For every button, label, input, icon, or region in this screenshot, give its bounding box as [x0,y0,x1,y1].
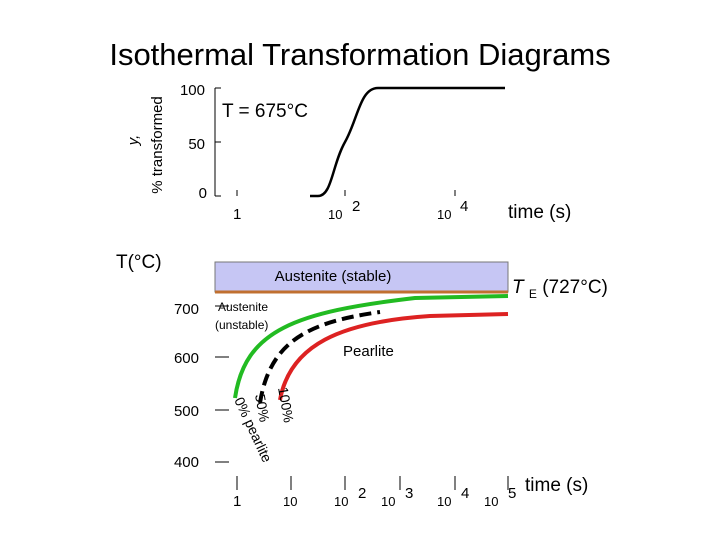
top-y-label-var: y, [125,135,142,147]
bottom-y-label: T(°C) [116,252,162,273]
bottom-xtick-label: 1 [233,493,241,510]
bottom-ytick-label: 600 [174,350,199,367]
page-title: Isothermal Transformation Diagrams [109,37,610,72]
bottom-xtick-label: 10 [437,494,451,509]
curve-label-100-percent: 100% [275,386,297,424]
top-transformation-curve [310,86,505,198]
bottom-xtick-exp: 2 [358,485,366,502]
top-xtick-exp: 2 [352,198,360,215]
bottom-xtick-label: 10 [334,494,348,509]
top-xtick-exp: 4 [460,198,468,215]
top-ytick-label: 50 [188,136,205,153]
region-pearlite-label: Pearlite [343,343,394,360]
bottom-xtick-label: 10 [283,494,297,509]
curve-50-percent [258,310,381,404]
top-ytick-label: 0 [199,185,207,202]
curve-label-50-percent: 50% [252,393,273,423]
bottom-x-axis-label: time (s) [525,475,588,496]
bottom-xtick-exp: 3 [405,485,413,502]
bottom-chart: T(°C) Austenite (stable) T E (727°C) 700… [116,252,608,510]
top-y-label-unit: % transformed [149,96,166,194]
te-label-main: T [512,277,525,298]
curve-0-percent-pearlite [233,294,509,399]
te-label-rest: (727°C) [542,277,608,298]
te-label-sub: E [529,287,537,301]
top-temperature-annotation: T = 675°C [222,101,308,122]
top-xtick-label: 10 [328,207,342,222]
bottom-ytick-label: 500 [174,403,199,420]
top-chart: y, % transformed 100 50 0 1 10 2 10 4 ti… [125,82,571,223]
bottom-xtick-exp: 4 [461,485,469,502]
bottom-ytick-label: 700 [174,301,199,318]
top-xtick-label: 10 [437,207,451,222]
top-xtick-label: 1 [233,206,241,223]
curve-100-percent [278,312,509,401]
region-austenite-unstable-label: (unstable) [215,318,268,332]
top-ytick-label: 100 [180,82,205,99]
te-label: T E (727°C) [512,277,608,303]
region-austenite-stable-label: Austenite (stable) [275,268,392,285]
region-austenite-unstable-label: Austenite [218,300,268,314]
bottom-xtick-exp: 5 [508,485,516,502]
bottom-xtick-label: 10 [381,494,395,509]
top-x-axis-label: time (s) [508,202,571,223]
bottom-ytick-label: 400 [174,454,199,471]
bottom-xtick-label: 10 [484,494,498,509]
